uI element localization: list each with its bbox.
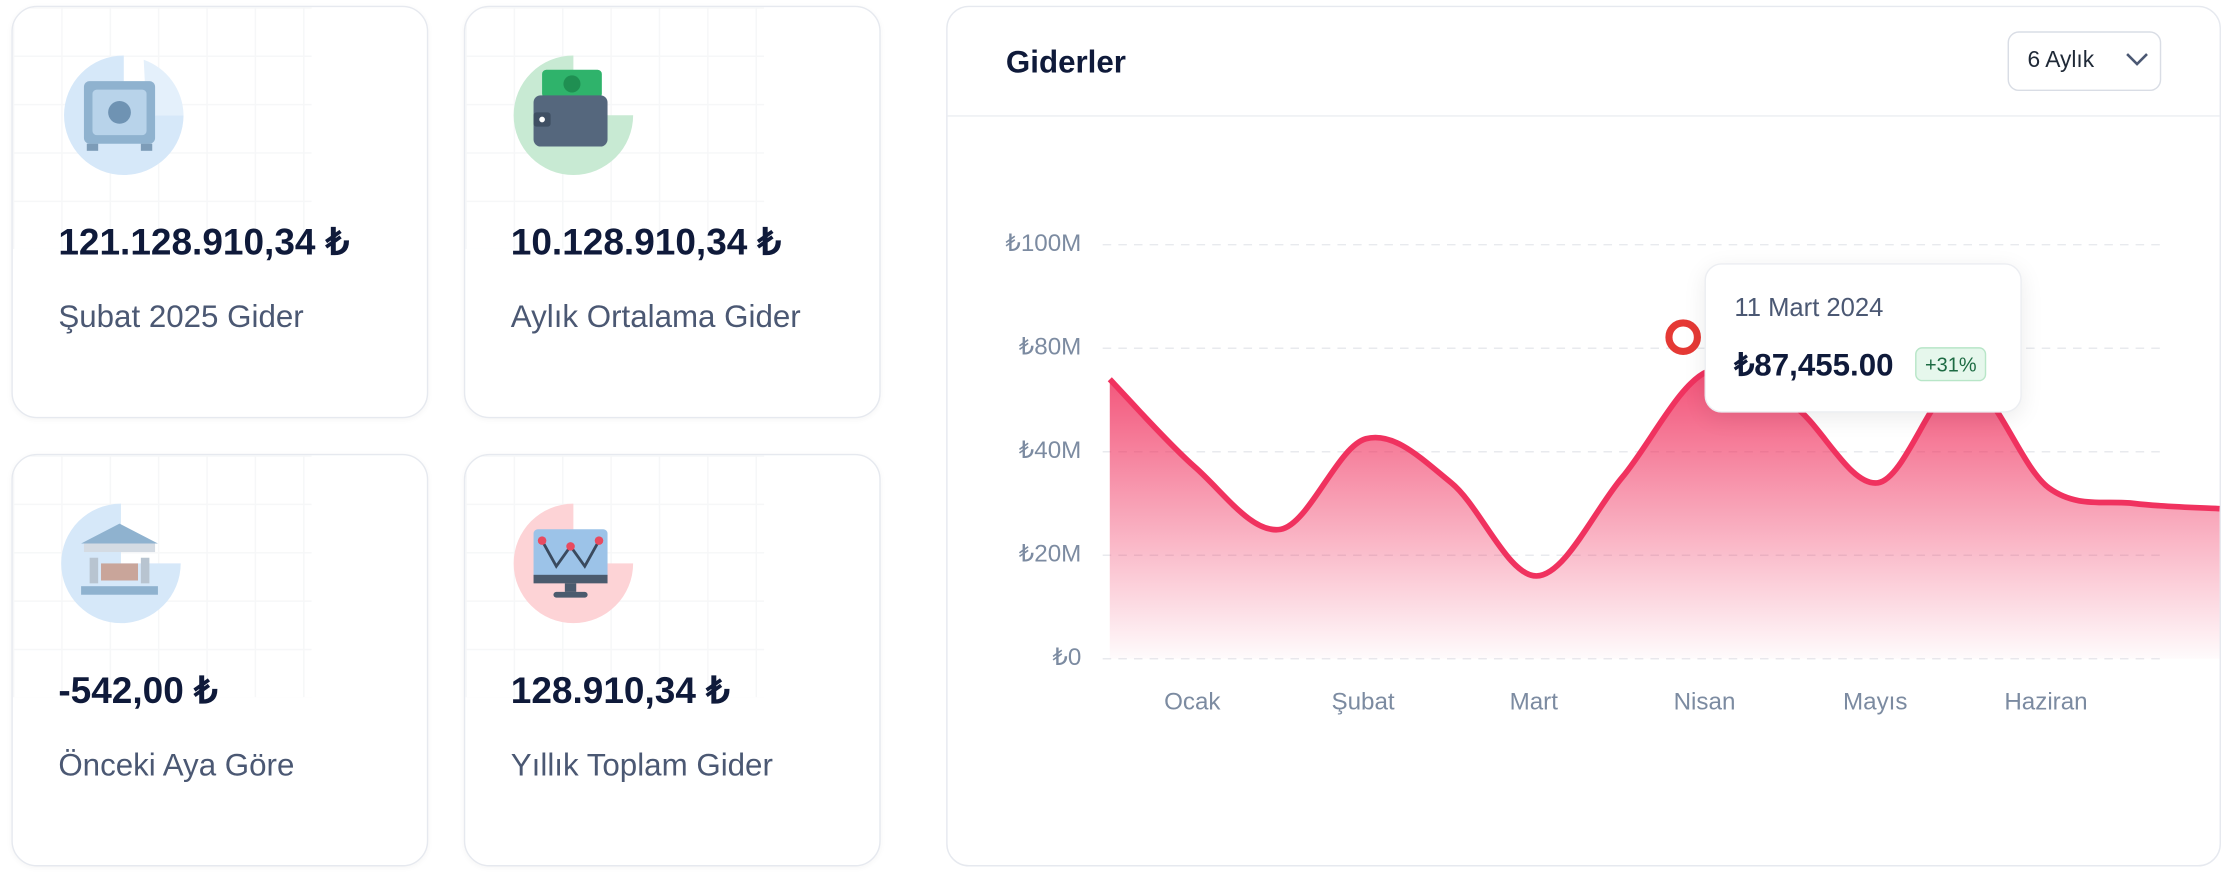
x-tick-label: Nisan: [1674, 688, 1736, 715]
dropdown-label: 6 Aylık: [2027, 48, 2095, 73]
x-tick-label: Ocak: [1164, 688, 1221, 715]
period-dropdown[interactable]: 6 Aylık: [2007, 31, 2162, 92]
icon: [513, 55, 634, 176]
card-value: 128.910,34 ₺: [510, 668, 730, 712]
x-tick-label: Mart: [1510, 688, 1559, 715]
icon: [64, 55, 184, 176]
card-label: Şubat 2025 Gider: [58, 298, 304, 335]
icon: [513, 503, 634, 624]
x-tick-label: Mayıs: [1843, 688, 1907, 715]
card-label: Aylık Ortalama Gider: [510, 298, 801, 335]
tooltip-date: 11 Mart 2024: [1734, 293, 1884, 322]
stat-card: 10.128.910,34 ₺ Aylık Ortalama Gider: [463, 5, 881, 419]
stat-card: 128.910,34 ₺ Yıllık Toplam Gider: [463, 453, 881, 867]
tooltip: 11 Mart 2024 ₺87,455.00 +31%: [1704, 263, 2022, 413]
hover-marker: [1665, 319, 1701, 355]
y-tick-label: ₺100M: [1005, 230, 1081, 257]
stat-card: -542,00 ₺ Önceki Aya Göre: [11, 453, 429, 867]
x-tick-label: Haziran: [2004, 688, 2087, 715]
card-label: Önceki Aya Göre: [58, 746, 295, 783]
card-value: 10.128.910,34 ₺: [510, 220, 782, 264]
panel-title: Giderler: [1005, 44, 1126, 80]
y-tick-label: ₺0: [1052, 644, 1081, 671]
card-label: Yıllık Toplam Gider: [510, 746, 773, 783]
x-tick-label: Şubat: [1331, 688, 1394, 715]
y-tick-label: ₺40M: [1019, 437, 1081, 464]
stat-card: 121.128.910,34 ₺ Şubat 2025 Gider: [11, 5, 429, 419]
icon: [61, 503, 181, 624]
y-tick-label: ₺20M: [1019, 541, 1081, 568]
tooltip-value: ₺87,455.00: [1734, 347, 1894, 383]
y-tick-label: ₺80M: [1019, 334, 1081, 361]
tooltip-change: +31%: [1915, 347, 1987, 382]
card-value: 121.128.910,34 ₺: [58, 220, 350, 264]
line: [1107, 365, 2220, 579]
card-value: -542,00 ₺: [58, 668, 218, 712]
